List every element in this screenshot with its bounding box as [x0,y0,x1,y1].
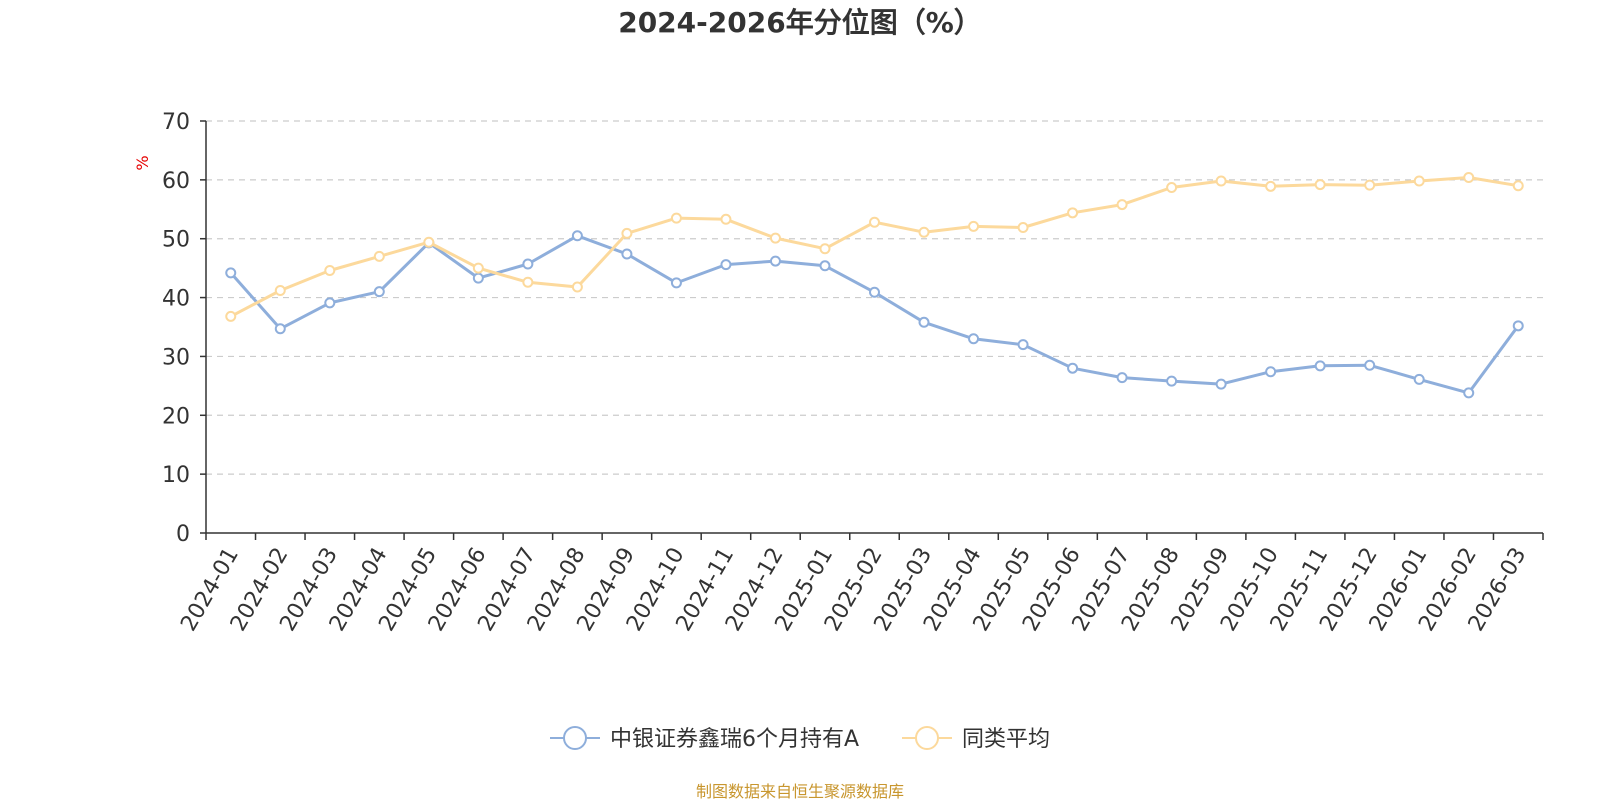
data-point[interactable] [324,264,336,276]
data-point[interactable] [373,286,385,298]
legend-item-2[interactable]: 同类平均 [902,726,1050,752]
data-point[interactable] [1463,172,1475,184]
legend-marker [563,726,587,750]
legend-marker [915,726,939,750]
data-point[interactable] [1413,373,1425,385]
data-point[interactable] [1512,180,1524,192]
data-point[interactable] [1166,375,1178,387]
series-line [229,234,1520,395]
data-point[interactable] [1413,175,1425,187]
data-point[interactable] [1364,359,1376,371]
legend-label: 中银证券鑫瑞6个月持有A [610,727,859,752]
data-point[interactable] [1166,182,1178,194]
y-tick-label: 40 [162,287,190,312]
data-point[interactable] [968,333,980,345]
y-tick-label: 60 [162,169,190,194]
data-point[interactable] [819,260,831,272]
y-tick-label: 50 [162,228,190,253]
data-point[interactable] [1314,179,1326,191]
data-point[interactable] [1512,320,1524,332]
data-point[interactable] [472,272,484,284]
data-point[interactable] [1463,387,1475,399]
data-point[interactable] [472,262,484,274]
y-tick-label: 10 [162,463,190,488]
y-tick-label: 70 [162,110,190,135]
series-1 [225,230,1524,399]
legend-item-1[interactable]: 中银证券鑫瑞6个月持有A [550,726,859,752]
data-point[interactable] [571,230,583,242]
data-point[interactable] [1265,180,1277,192]
data-point[interactable] [918,226,930,238]
series-lines [225,172,1524,399]
legend-label: 同类平均 [962,727,1050,752]
data-point[interactable] [670,277,682,289]
data-point[interactable] [918,316,930,328]
y-tick-label: 20 [162,404,190,429]
data-point[interactable] [571,281,583,293]
data-point[interactable] [522,276,534,288]
data-point[interactable] [1116,199,1128,211]
axes: 0102030405060702024-012024-022024-032024… [162,110,1544,636]
y-tick-label: 30 [162,345,190,370]
data-point[interactable] [274,323,286,335]
data-point[interactable] [1314,360,1326,372]
data-point[interactable] [1067,207,1079,219]
y-tick-label: 0 [176,522,190,547]
data-point[interactable] [621,227,633,239]
data-point[interactable] [1017,222,1029,234]
data-point[interactable] [1364,179,1376,191]
data-point[interactable] [1116,372,1128,384]
legend[interactable]: 中银证券鑫瑞6个月持有A 同类平均 [550,726,1050,752]
data-point[interactable] [373,250,385,262]
data-point[interactable] [1017,339,1029,351]
data-point[interactable] [324,297,336,309]
y-axis-unit: % [133,155,152,170]
data-point[interactable] [1067,362,1079,374]
data-point[interactable] [769,232,781,244]
data-point[interactable] [621,248,633,260]
data-point[interactable] [423,236,435,248]
data-point[interactable] [522,258,534,270]
data-point[interactable] [968,220,980,232]
data-point[interactable] [274,285,286,297]
data-point[interactable] [1265,366,1277,378]
series-2 [225,172,1524,322]
data-point[interactable] [769,255,781,267]
data-point[interactable] [720,259,732,271]
data-point[interactable] [225,267,237,279]
data-point[interactable] [869,286,880,298]
source-note: 制图数据来自恒生聚源数据库 [696,782,904,800]
data-point[interactable] [1215,378,1227,390]
data-point[interactable] [720,213,732,225]
data-point[interactable] [1215,175,1227,187]
chart-title: 2024-2026年分位图（%） [618,6,982,39]
data-point[interactable] [225,310,237,322]
data-point[interactable] [819,243,831,255]
data-point[interactable] [670,212,682,224]
data-point[interactable] [869,216,880,228]
